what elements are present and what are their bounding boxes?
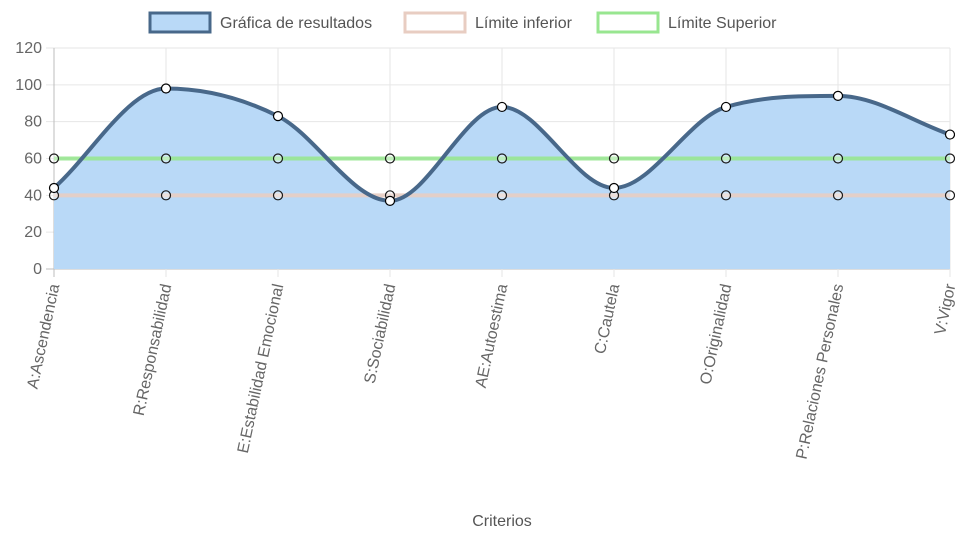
legend-item-grafica-de-resultados[interactable]: Gráfica de resultados — [148, 11, 372, 34]
x-tick-label: P:Relaciones Personales — [794, 282, 848, 460]
x-tick-label: S:Sociabilidad — [362, 282, 400, 385]
points-layer — [48, 83, 955, 206]
data-point-grafica-de-resultados[interactable] — [944, 129, 955, 140]
data-point-limite-superior[interactable] — [720, 153, 732, 164]
series-layer — [52, 86, 951, 269]
data-point-limite-superior[interactable] — [944, 153, 955, 164]
x-tick-label: C:Cautela — [592, 282, 623, 355]
x-tick-label: V:Vigor — [932, 282, 955, 337]
data-point-limite-inferior[interactable] — [720, 190, 732, 201]
legend-label: Límite inferior — [475, 15, 573, 32]
y-tick-label: 40 — [24, 187, 42, 204]
data-point-limite-superior[interactable] — [160, 153, 172, 164]
legend-item-limite-superior[interactable]: Límite Superior — [596, 11, 777, 34]
x-tick-label: R:Responsabilidad — [131, 282, 176, 417]
y-tick-label: 0 — [33, 261, 42, 278]
data-point-limite-superior[interactable] — [608, 153, 620, 164]
legend-swatch — [596, 11, 660, 34]
x-axis-title: Criterios — [472, 513, 532, 530]
data-point-limite-inferior[interactable] — [496, 190, 508, 201]
data-point-grafica-de-resultados[interactable] — [720, 101, 732, 113]
y-tick-label: 80 — [24, 114, 42, 131]
y-axis: 0 20 40 60 80 100 120 — [15, 40, 42, 278]
data-point-limite-inferior[interactable] — [832, 190, 844, 201]
y-tick-label: 120 — [15, 40, 42, 57]
data-point-grafica-de-resultados[interactable] — [160, 83, 172, 94]
data-point-limite-superior[interactable] — [832, 153, 844, 164]
y-tick-label: 100 — [15, 77, 42, 94]
data-point-grafica-de-resultados[interactable] — [272, 111, 284, 122]
x-tick-label: AE:Autoestima — [473, 282, 512, 389]
y-tick-label: 60 — [24, 151, 42, 168]
data-point-grafica-de-resultados[interactable] — [832, 90, 844, 101]
legend-swatch — [403, 11, 467, 34]
legend[interactable]: Gráfica de resultados Límite inferior Lími… — [148, 11, 777, 34]
data-point-limite-inferior[interactable] — [160, 190, 172, 201]
legend-label: Límite Superior — [668, 15, 777, 32]
x-tick-label: A:Ascendencia — [25, 282, 64, 390]
data-point-grafica-de-resultados[interactable] — [384, 195, 396, 206]
legend-label: Gráfica de resultados — [220, 15, 372, 32]
data-point-grafica-de-resultados[interactable] — [48, 182, 60, 194]
data-point-grafica-de-resultados[interactable] — [496, 101, 508, 113]
data-point-grafica-de-resultados[interactable] — [608, 182, 620, 194]
legend-swatch — [148, 11, 212, 34]
data-point-limite-superior[interactable] — [496, 153, 508, 164]
x-tick-label: E:Estabilidad Emocional — [235, 282, 288, 454]
x-axis: A:Ascendencia R:Responsabilidad E:Estabili… — [25, 282, 955, 461]
data-point-limite-superior[interactable] — [272, 153, 284, 164]
data-point-limite-superior[interactable] — [384, 153, 396, 164]
series-area-resultados — [54, 88, 950, 269]
x-tick-label: O:Originalidad — [697, 282, 735, 386]
legend-item-limite-inferior[interactable]: Límite inferior — [403, 11, 573, 34]
data-point-limite-superior[interactable] — [48, 153, 60, 164]
y-tick-label: 20 — [24, 224, 42, 241]
data-point-limite-inferior[interactable] — [272, 190, 284, 201]
data-point-limite-inferior[interactable] — [944, 190, 955, 201]
